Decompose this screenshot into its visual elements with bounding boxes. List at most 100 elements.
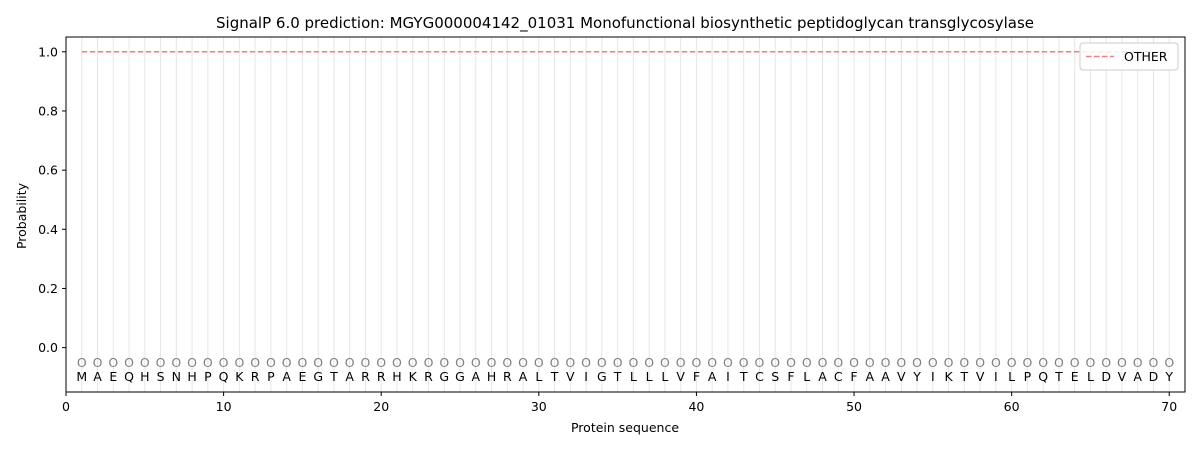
prediction-label: O	[818, 355, 828, 370]
prediction-label: O	[928, 355, 938, 370]
residue-label: A	[93, 369, 102, 384]
residue-label: V	[566, 369, 575, 384]
prediction-label: O	[849, 355, 859, 370]
residue-label: D	[1149, 369, 1159, 384]
x-tick-label: 30	[531, 399, 547, 414]
residue-label: P	[204, 369, 212, 384]
residue-label: L	[630, 369, 637, 384]
residue-label: L	[535, 369, 542, 384]
prediction-label: O	[1164, 355, 1174, 370]
x-axis-label: Protein sequence	[571, 420, 679, 435]
x-tick-label: 70	[1161, 399, 1177, 414]
prediction-label: O	[471, 355, 481, 370]
prediction-label: O	[896, 355, 906, 370]
prediction-label: O	[534, 355, 544, 370]
legend-box	[1079, 42, 1179, 71]
residue-label: A	[708, 369, 717, 384]
residue-label: R	[361, 369, 370, 384]
prediction-label: O	[755, 355, 765, 370]
residue-label: H	[187, 369, 196, 384]
prediction-label: O	[250, 355, 260, 370]
prediction-label: O	[613, 355, 623, 370]
y-tick-label: 1.0	[38, 44, 58, 59]
residue-label: T	[613, 369, 622, 384]
residue-label: K	[944, 369, 953, 384]
residue-label: A	[345, 369, 354, 384]
prediction-label: O	[518, 355, 528, 370]
residue-label: H	[487, 369, 496, 384]
residue-label: A	[519, 369, 528, 384]
residue-label: G	[313, 369, 323, 384]
residue-label: Q	[124, 369, 134, 384]
residue-label: P	[1024, 369, 1032, 384]
residue-label: I	[726, 369, 730, 384]
prediction-label: O	[739, 355, 749, 370]
residue-label: C	[755, 369, 764, 384]
legend-label-other: OTHER	[1124, 49, 1168, 64]
prediction-label: O	[975, 355, 985, 370]
prediction-label: O	[502, 355, 512, 370]
prediction-label: O	[1007, 355, 1017, 370]
residue-label: M	[76, 369, 87, 384]
x-axis-ticks: 0 10 20 30 40 50 60 70	[62, 392, 1177, 414]
x-tick-label: 20	[373, 399, 389, 414]
prediction-label: O	[1054, 355, 1064, 370]
residue-label: A	[471, 369, 480, 384]
residue-label: C	[834, 369, 843, 384]
prediction-label: O	[171, 355, 181, 370]
residue-label: L	[1087, 369, 1094, 384]
prediction-label: O	[1117, 355, 1127, 370]
residue-label: R	[424, 369, 433, 384]
residue-label: Y	[1164, 369, 1173, 384]
residue-grid	[81, 37, 1170, 392]
prediction-label: O	[1101, 355, 1111, 370]
prediction-label: O	[707, 355, 717, 370]
prediction-label: O	[770, 355, 780, 370]
prediction-label: O	[644, 355, 654, 370]
residue-label: V	[676, 369, 685, 384]
plot-frame	[65, 36, 1186, 393]
residue-label: K	[409, 369, 418, 384]
residue-label: A	[818, 369, 827, 384]
y-axis-ticks: 0.0 0.2 0.4 0.6 0.8 1.0	[38, 44, 66, 355]
residue-label: I	[584, 369, 588, 384]
y-tick-label: 0.6	[38, 163, 58, 178]
prediction-label: O	[1086, 355, 1096, 370]
prediction-label: O	[266, 355, 276, 370]
legend: OTHER	[1079, 42, 1179, 71]
prediction-label: O	[912, 355, 922, 370]
prediction-label: O	[628, 355, 638, 370]
y-tick-label: 0.4	[38, 222, 58, 237]
prediction-label: O	[124, 355, 134, 370]
residue-label: A	[881, 369, 890, 384]
prediction-label: O	[991, 355, 1001, 370]
prediction-label: O	[156, 355, 166, 370]
residue-label: E	[109, 369, 117, 384]
prediction-label: O	[93, 355, 103, 370]
residue-label: V	[897, 369, 906, 384]
prediction-label: O	[550, 355, 560, 370]
residue-label: L	[661, 369, 668, 384]
x-tick-label: 40	[688, 399, 704, 414]
residue-label: H	[140, 369, 149, 384]
residue-label: Q	[1038, 369, 1048, 384]
residue-label: I	[931, 369, 935, 384]
prediction-label: O	[297, 355, 307, 370]
prediction-label: O	[1070, 355, 1080, 370]
residue-label: L	[1008, 369, 1015, 384]
residue-label: R	[503, 369, 512, 384]
residue-label: Y	[912, 369, 921, 384]
prediction-label: O	[833, 355, 843, 370]
prediction-label: O	[361, 355, 371, 370]
residue-label: A	[282, 369, 291, 384]
residue-label: V	[1118, 369, 1127, 384]
residue-label: G	[597, 369, 607, 384]
residue-label: R	[377, 369, 386, 384]
residue-label: G	[439, 369, 449, 384]
residue-label: P	[267, 369, 275, 384]
prediction-label: O	[329, 355, 339, 370]
residue-label: S	[771, 369, 779, 384]
prediction-label: O	[1038, 355, 1048, 370]
chart-title: SignalP 6.0 prediction: MGYG000004142_01…	[216, 14, 1034, 33]
